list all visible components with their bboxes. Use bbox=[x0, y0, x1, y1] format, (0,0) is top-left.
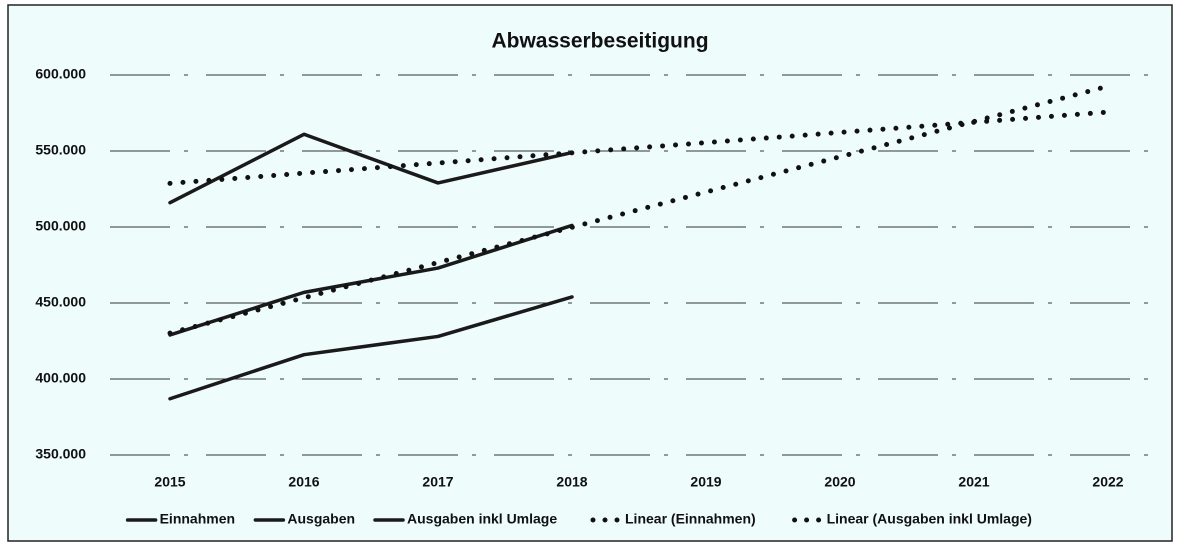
trend-line bbox=[167, 83, 1111, 336]
data-line bbox=[168, 295, 574, 401]
y-tick-label: 400.000 bbox=[35, 370, 86, 386]
trend-line bbox=[167, 109, 1111, 186]
y-tick-label: 350.000 bbox=[35, 446, 86, 462]
y-tick-label: 600.000 bbox=[35, 66, 86, 82]
x-tick-label: 2018 bbox=[556, 474, 587, 490]
y-tick-label: 450.000 bbox=[35, 294, 86, 310]
x-tick-label: 2015 bbox=[154, 474, 185, 490]
x-tick-label: 2016 bbox=[288, 474, 319, 490]
chart-area bbox=[7, 4, 1173, 542]
x-tick-label: 2017 bbox=[422, 474, 453, 490]
legend-label: Linear (Ausgaben inkl Umlage) bbox=[827, 511, 1032, 527]
y-tick-label: 500.000 bbox=[35, 218, 86, 234]
data-line bbox=[168, 132, 574, 205]
legend-label: Ausgaben bbox=[287, 511, 355, 527]
legend-label: Ausgaben inkl Umlage bbox=[407, 511, 557, 527]
chart-title: Abwasserbeseitigung bbox=[491, 30, 708, 53]
x-tick-label: 2022 bbox=[1092, 474, 1123, 490]
x-tick-label: 2021 bbox=[958, 474, 989, 490]
x-tick-label: 2020 bbox=[824, 474, 855, 490]
legend-label: Einnahmen bbox=[160, 511, 235, 527]
y-tick-label: 550.000 bbox=[35, 142, 86, 158]
x-tick-label: 2019 bbox=[690, 474, 721, 490]
legend-label: Linear (Einnahmen) bbox=[625, 511, 756, 527]
